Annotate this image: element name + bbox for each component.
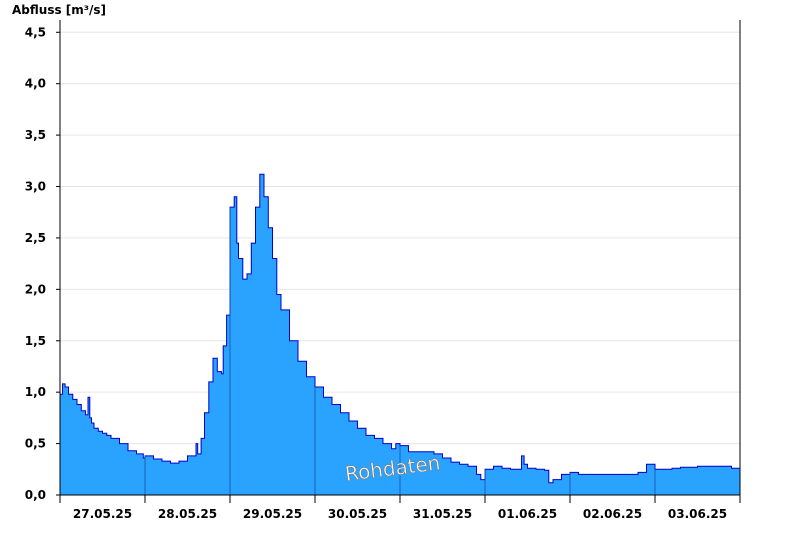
gridlines	[60, 31, 740, 445]
discharge-line	[60, 173, 741, 484]
y-tick-label: 0,5	[25, 437, 46, 451]
y-tick-label: 0,0	[25, 488, 46, 502]
y-tick-label: 3,0	[25, 180, 46, 194]
x-tick-label: 28.05.25	[158, 507, 217, 521]
x-tick-label: 01.06.25	[498, 507, 557, 521]
y-tick-label: 4,0	[25, 77, 46, 91]
axes	[56, 20, 741, 503]
x-tick-label: 27.05.25	[73, 507, 132, 521]
day-boundary-lines	[144, 207, 656, 495]
y-tick-label: 3,5	[25, 128, 46, 142]
y-tick-label: 4,5	[25, 25, 46, 39]
x-tick-label: 02.06.25	[583, 507, 642, 521]
y-tick-label: 2,0	[25, 282, 46, 296]
y-tick-label: 1,0	[25, 385, 46, 399]
y-axis-title: Abfluss [m³/s]	[12, 3, 106, 17]
x-tick-label: 31.05.25	[413, 507, 472, 521]
y-tick-labels: 0,0 0,5 1,0 1,5 2,0 2,5 3,0 3,5 4,0 4,5	[25, 25, 46, 502]
y-tick-label: 1,5	[25, 334, 46, 348]
x-tick-label: 03.06.25	[668, 507, 727, 521]
x-tick-label: 30.05.25	[328, 507, 387, 521]
x-tick-labels: 27.05.25 28.05.25 29.05.25 30.05.25 31.05.25…	[73, 507, 727, 521]
y-tick-label: 2,5	[25, 231, 46, 245]
x-tick-label: 29.05.25	[243, 507, 302, 521]
